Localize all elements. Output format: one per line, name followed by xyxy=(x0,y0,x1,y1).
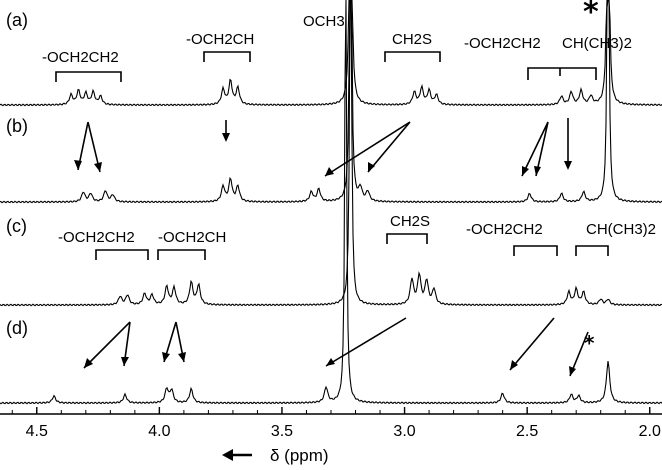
spectrum-b xyxy=(0,0,662,204)
bracket-a-4 xyxy=(527,67,597,80)
label-a-och3: OCH3 xyxy=(303,13,345,30)
x-tick-label: 2.0 xyxy=(639,423,661,440)
x-tick-label: 4.0 xyxy=(148,423,170,440)
asterisk-d: * xyxy=(584,331,595,355)
bracket-c-5 xyxy=(575,245,609,256)
label-c-chch32: CH(CH3)2 xyxy=(586,221,656,238)
bracket-a-1 xyxy=(55,71,122,82)
panel-label-d: (d) xyxy=(6,318,28,338)
spectrum-d xyxy=(0,0,662,405)
label-a-och2ch2: -OCH2CH2 xyxy=(42,49,119,66)
label-a-och2ch2-b: -OCH2CH2 xyxy=(464,35,541,52)
x-axis-title: δ (ppm) xyxy=(270,446,329,465)
x-tick-label: 3.5 xyxy=(271,423,293,440)
x-tick-label: 4.5 xyxy=(26,423,48,440)
arrows-b xyxy=(77,118,569,177)
bracket-a-3 xyxy=(384,51,441,62)
label-c-och2ch2: -OCH2CH2 xyxy=(58,229,135,246)
asterisk-a: * xyxy=(583,0,599,30)
label-a-och2ch: -OCH2CH xyxy=(186,31,254,48)
label-c-ch2s: CH2S xyxy=(390,213,430,230)
x-axis-title-group: δ (ppm) xyxy=(222,446,329,465)
x-tick-label: 2.5 xyxy=(516,423,538,440)
annotations-a: -OCH2CH2 -OCH2CH OCH3 CH2S -OCH2CH2 CH(C… xyxy=(42,0,632,82)
label-a-chch32: CH(CH3)2 xyxy=(562,35,632,52)
annotations-c: -OCH2CH2 -OCH2CH CH2S -OCH2CH2 CH(CH3)2 xyxy=(58,213,656,260)
spectra-layer xyxy=(0,0,662,405)
arrowheads-b xyxy=(74,133,572,176)
label-c-och2ch2-b: -OCH2CH2 xyxy=(466,221,543,238)
spectrum-c xyxy=(0,0,662,307)
arrowheads-d xyxy=(84,352,576,376)
label-c-och2ch: -OCH2CH xyxy=(158,229,226,246)
bracket-a-2 xyxy=(203,51,251,62)
panel-label-c: (c) xyxy=(6,216,27,236)
arrow-b-3 xyxy=(324,121,411,177)
spectrum-a xyxy=(0,0,662,107)
arrow-d-3 xyxy=(325,317,407,367)
x-tick-label: 3.0 xyxy=(393,423,415,440)
panel-label-a: (a) xyxy=(6,10,28,30)
panel-label-b: (b) xyxy=(6,116,28,136)
bracket-c-4 xyxy=(513,245,558,256)
x-axis-ticks: 4.5 4.0 3.5 3.0 2.5 2.0 xyxy=(11,407,661,440)
bracket-c-1 xyxy=(95,249,149,260)
label-a-ch2s: CH2S xyxy=(392,31,432,48)
bracket-c-3 xyxy=(386,233,428,244)
bracket-c-2 xyxy=(157,249,206,260)
arrow-d-4 xyxy=(509,317,555,371)
axis-direction-arrowhead xyxy=(222,449,233,461)
